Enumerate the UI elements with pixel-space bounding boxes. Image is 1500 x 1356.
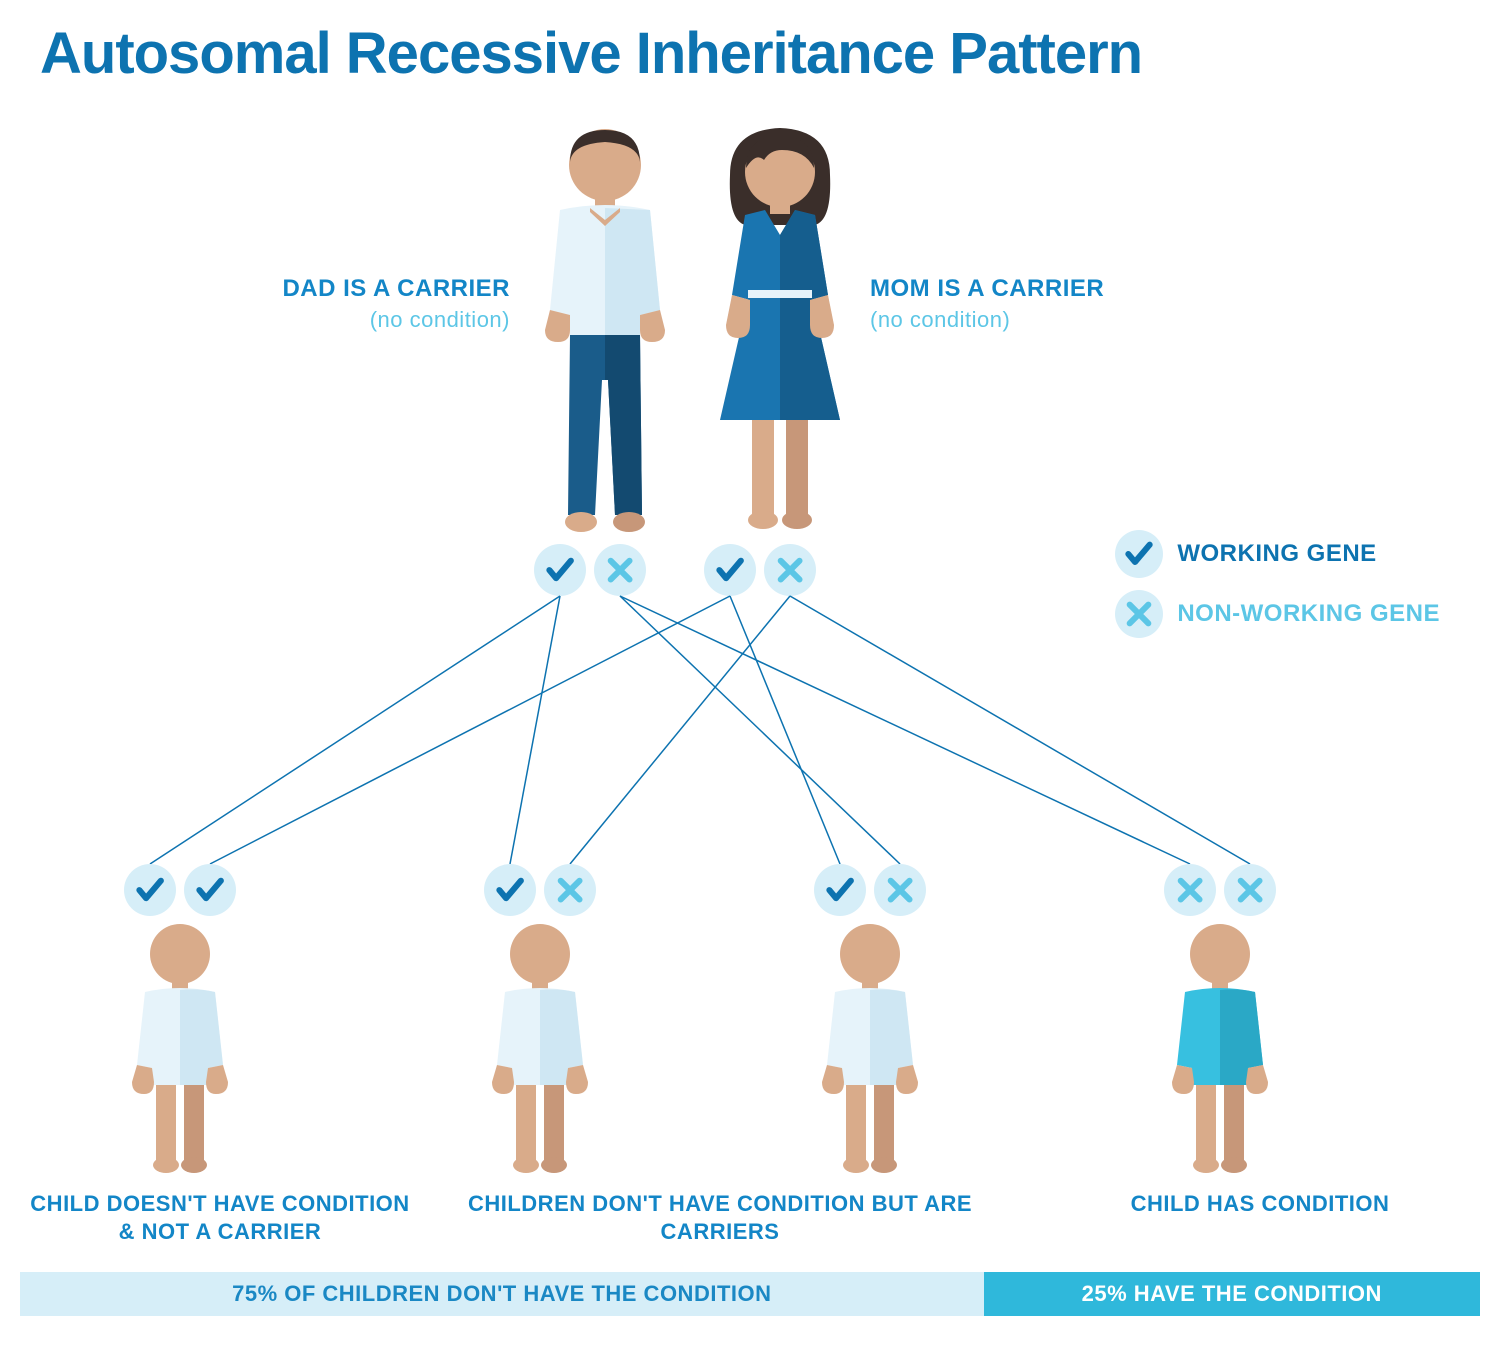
x-icon [544, 864, 596, 916]
mom-figure [690, 120, 870, 545]
check-icon [534, 544, 586, 596]
dad-label-text: DAD IS A CARRIER [282, 275, 510, 302]
check-icon [814, 864, 866, 916]
legend-working-text: WORKING GENE [1177, 540, 1376, 568]
check-icon [1115, 530, 1163, 578]
x-icon [594, 544, 646, 596]
bar-left: 75% OF CHILDREN DON'T HAVE THE CONDITION [20, 1272, 984, 1316]
bar-right: 25% HAVE THE CONDITION [984, 1272, 1480, 1316]
legend: WORKING GENE NON-WORKING GENE [1115, 530, 1440, 650]
child-figure-1 [110, 920, 250, 1185]
mom-label-text: MOM IS A CARRIER [870, 275, 1104, 302]
children-carriers-text: CHILDREN DON'T HAVE CONDITION BUT ARE CA… [468, 1191, 972, 1244]
x-icon [1164, 864, 1216, 916]
percentage-bar: 75% OF CHILDREN DON'T HAVE THE CONDITION… [20, 1272, 1480, 1316]
child-figure-4 [1150, 920, 1290, 1185]
check-icon [704, 544, 756, 596]
mom-sublabel: (no condition) [870, 307, 1250, 333]
check-icon [484, 864, 536, 916]
x-icon [1224, 864, 1276, 916]
child-1-label: CHILD DOESN'T HAVE CONDITION & NOT A CAR… [30, 1190, 410, 1245]
x-icon [764, 544, 816, 596]
child-figure-2 [470, 920, 610, 1185]
child-4-label: CHILD HAS CONDITION [1060, 1190, 1460, 1218]
x-icon [874, 864, 926, 916]
dad-figure [520, 120, 690, 545]
x-icon [1115, 590, 1163, 638]
legend-nonworking-text: NON-WORKING GENE [1177, 600, 1440, 628]
page-title: Autosomal Recessive Inheritance Pattern [40, 20, 1142, 87]
check-icon [184, 864, 236, 916]
check-icon [124, 864, 176, 916]
dad-label: DAD IS A CARRIER (no condition) [130, 275, 510, 333]
bar-right-text: 25% HAVE THE CONDITION [1082, 1281, 1382, 1307]
dad-sublabel: (no condition) [130, 307, 510, 333]
legend-working: WORKING GENE [1115, 530, 1440, 578]
legend-nonworking: NON-WORKING GENE [1115, 590, 1440, 638]
child-figure-3 [800, 920, 940, 1185]
bar-left-text: 75% OF CHILDREN DON'T HAVE THE CONDITION [232, 1281, 771, 1307]
child-1-label-text: CHILD DOESN'T HAVE CONDITION & NOT A CAR… [30, 1191, 409, 1244]
children-carriers-label: CHILDREN DON'T HAVE CONDITION BUT ARE CA… [420, 1190, 1020, 1245]
mom-label: MOM IS A CARRIER (no condition) [870, 275, 1250, 333]
child-4-label-text: CHILD HAS CONDITION [1131, 1191, 1390, 1216]
